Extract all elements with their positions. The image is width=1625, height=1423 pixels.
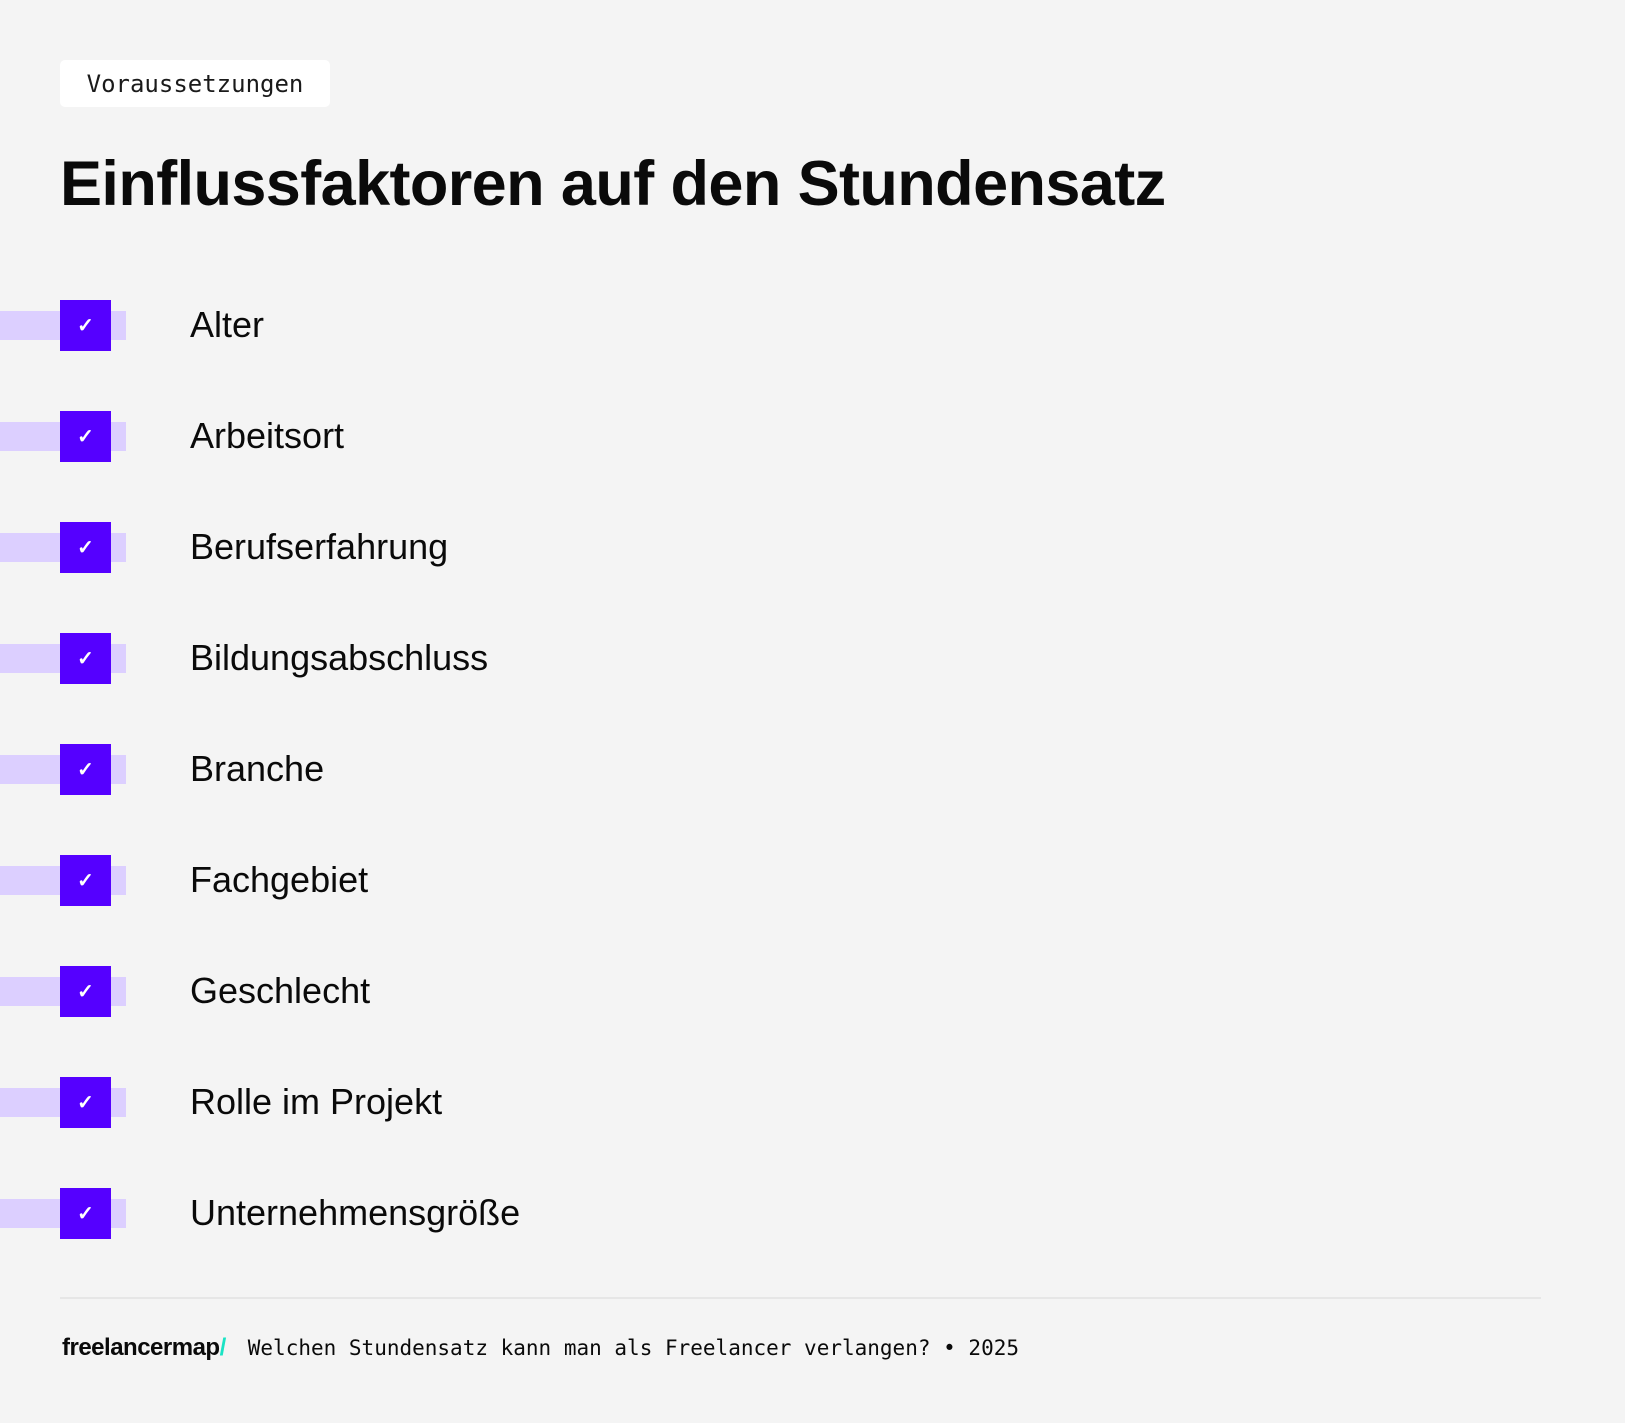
check-icon: ✓	[77, 315, 94, 337]
divider	[60, 1297, 1541, 1299]
factor-label: Alter	[190, 304, 265, 345]
check-icon: ✓	[77, 981, 94, 1003]
check-icon: ✓	[77, 426, 94, 448]
page-title: Einflussfaktoren auf den Stundensatz	[60, 149, 1166, 219]
checkbox: ✓	[60, 633, 111, 684]
check-icon: ✓	[77, 1092, 94, 1114]
factor-label: Rolle im Projekt	[190, 1081, 443, 1122]
checkbox: ✓	[60, 744, 111, 795]
checkbox: ✓	[60, 300, 111, 351]
factor-label: Berufserfahrung	[190, 526, 449, 567]
check-icon: ✓	[77, 759, 94, 781]
factor-label: Bildungsabschluss	[190, 637, 489, 678]
category-tag: Voraussetzungen	[60, 60, 330, 107]
factor-label: Arbeitsort	[190, 415, 345, 456]
checkbox: ✓	[60, 855, 111, 906]
freelancermap-logo: freelancermap/	[62, 1334, 226, 1362]
check-icon: ✓	[77, 537, 94, 559]
factor-label: Branche	[190, 748, 325, 789]
check-icon: ✓	[77, 1203, 94, 1225]
check-icon: ✓	[77, 870, 94, 892]
factor-label: Geschlecht	[190, 970, 371, 1011]
footer-caption: Welchen Stundensatz kann man als Freelan…	[247, 1336, 1019, 1360]
check-icon: ✓	[77, 648, 94, 670]
logo-slash: /	[219, 1334, 227, 1361]
checkbox: ✓	[60, 966, 111, 1017]
checkbox: ✓	[60, 411, 111, 462]
checkbox: ✓	[60, 1077, 111, 1128]
factor-label: Fachgebiet	[190, 859, 369, 900]
logo-text: freelancermap	[62, 1334, 220, 1361]
factor-label: Unternehmensgröße	[190, 1192, 521, 1233]
footer: freelancermap/ Welchen Stundensatz kann …	[62, 1334, 1019, 1362]
checkbox: ✓	[60, 1188, 111, 1239]
checkbox: ✓	[60, 522, 111, 573]
